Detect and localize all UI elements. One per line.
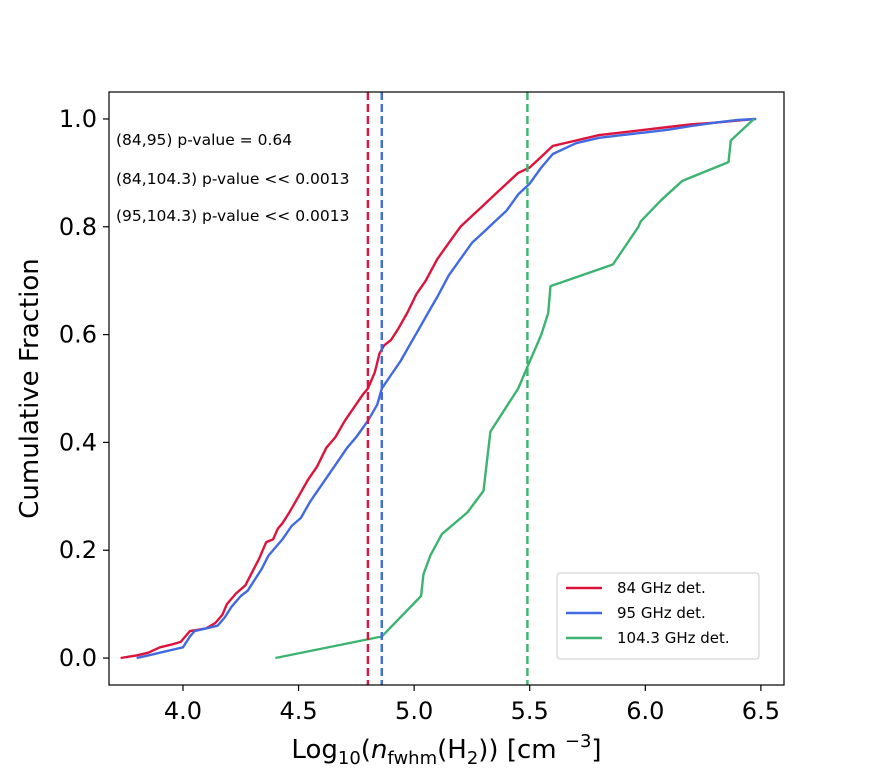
x-label-variable: n [371,735,387,765]
y-tick-label: 0.2 [59,536,97,564]
x-axis-label: Log10(nfwhm(H2)) [cm −3] [291,731,601,769]
x-tick-label: 4.5 [279,697,317,725]
x-label-paren-open: ( [361,735,371,765]
x-tick-label: 5.5 [511,697,549,725]
legend-label-95ghz: 95 GHz det. [617,604,706,622]
plot-frame [108,91,785,686]
x-label-species-subscript: 2 [467,748,478,769]
x-label-paren-close: )) [478,735,507,765]
x-label-variable-subscript: fwhm [387,748,437,769]
x-tick-label: 6.0 [626,697,664,725]
annotation-95-104: (95,104.3) p-value << 0.0013 [116,207,349,225]
median-lines-layer [366,92,529,685]
x-label-log-base: 10 [338,748,361,769]
series-line-104ghz [275,118,755,660]
y-tick-label: 0.0 [59,644,97,672]
legend: 84 GHz det. 95 GHz det. 104.3 GHz det. [556,572,760,660]
legend-box [556,572,760,660]
legend-label-84ghz: 84 GHz det. [617,579,706,597]
y-axis-label: Cumulative Fraction [15,258,45,518]
series-line-95ghz [136,117,757,660]
y-tick-label: 1.0 [59,105,97,133]
series-line-84ghz [120,117,755,660]
y-tick-label: 0.6 [59,321,97,349]
series-layer [120,117,757,660]
x-label-units-exponent: −3 [565,731,592,752]
annotation-84-95: (84,95) p-value = 0.64 [116,131,292,149]
annotation-84-104: (84,104.3) p-value << 0.0013 [116,170,349,188]
x-label-units-suffix: ] [591,735,601,765]
x-tick-label: 4.0 [164,697,202,725]
x-tick-label: 5.0 [395,697,433,725]
x-label-prefix: Log [291,735,337,765]
y-tick-label: 0.4 [59,428,97,456]
x-label-species: H [447,735,467,765]
x-label-units: [cm [507,735,565,765]
x-label-paren-open-2: ( [437,735,447,765]
legend-label-104ghz: 104.3 GHz det. [617,629,730,647]
y-tick-label: 0.8 [59,213,97,241]
x-tick-label: 6.5 [742,697,780,725]
axis-ticks-layer: 4.0 4.5 5.0 5.5 6.0 6.5 0.0 0.2 0.4 0.6 0.8 1.0 [59,105,780,725]
